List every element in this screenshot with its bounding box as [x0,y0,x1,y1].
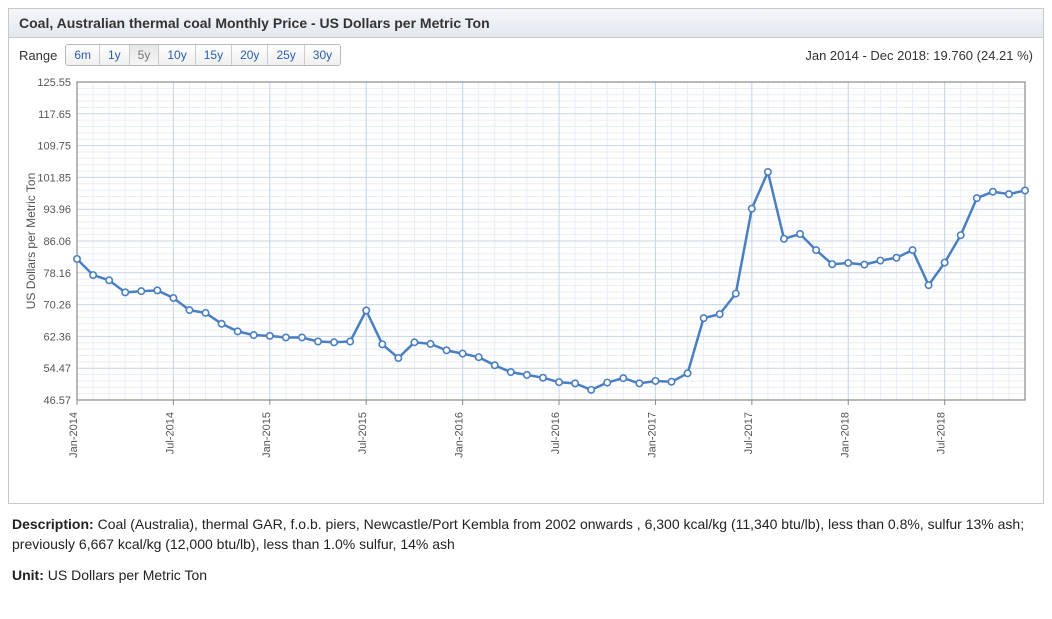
svg-text:78.16: 78.16 [43,268,71,280]
description-label: Description: [12,516,94,532]
svg-text:93.96: 93.96 [43,204,71,216]
chart-container: 46.57 54.47 62.36 70.26 78.16 86.06 93.96 101.8… [9,68,1043,503]
svg-text:Jan-2016: Jan-2016 [454,412,466,458]
description-text: Coal (Australia), thermal GAR, f.o.b. pi… [12,516,1024,552]
svg-text:Jul-2014: Jul-2014 [164,412,176,454]
svg-text:Jul-2017: Jul-2017 [743,412,755,454]
range-summary: Jan 2014 - Dec 2018: 19.760 (24.21 %) [805,48,1033,63]
svg-text:Jan-2018: Jan-2018 [839,412,851,458]
svg-text:Jul-2018: Jul-2018 [936,412,948,454]
range-toolbar: Range 6m1y5y10y15y20y25y30y Jan 2014 - D… [9,38,1043,68]
svg-text:101.85: 101.85 [37,172,71,184]
unit-paragraph: Unit: US Dollars per Metric Ton [12,565,1040,585]
description-paragraph: Description: Coal (Australia), thermal G… [12,514,1040,555]
description-block: Description: Coal (Australia), thermal G… [8,504,1044,599]
range-button-1y[interactable]: 1y [100,45,130,65]
svg-text:125.55: 125.55 [37,77,71,89]
range-button-5y: 5y [130,45,160,65]
range-button-25y[interactable]: 25y [268,45,304,65]
range-button-15y[interactable]: 15y [196,45,232,65]
unit-text: US Dollars per Metric Ton [44,567,207,583]
svg-text:Jan-2017: Jan-2017 [646,412,658,458]
svg-text:US Dollars per Metric Ton: US Dollars per Metric Ton [24,173,38,310]
svg-text:109.75: 109.75 [37,141,71,153]
panel-title: Coal, Australian thermal coal Monthly Pr… [9,9,1043,38]
svg-text:117.65: 117.65 [38,109,71,121]
svg-text:Jan-2014: Jan-2014 [68,412,80,458]
range-button-group: 6m1y5y10y15y20y25y30y [65,44,341,66]
price-panel: Coal, Australian thermal coal Monthly Pr… [8,8,1044,504]
svg-text:Jan-2015: Jan-2015 [261,412,273,458]
range-button-30y[interactable]: 30y [305,45,340,65]
range-button-20y[interactable]: 20y [232,45,268,65]
unit-label: Unit: [12,567,44,583]
svg-text:Jul-2015: Jul-2015 [357,412,369,454]
svg-text:Jul-2016: Jul-2016 [550,412,562,454]
range-button-10y[interactable]: 10y [159,45,195,65]
price-chart: 46.57 54.47 62.36 70.26 78.16 86.06 93.96 101.8… [19,70,1033,490]
range-label: Range [19,48,57,63]
svg-text:62.36: 62.36 [43,331,71,343]
svg-text:54.47: 54.47 [43,363,71,375]
svg-text:70.26: 70.26 [43,300,71,312]
svg-text:46.57: 46.57 [43,395,71,407]
range-button-6m[interactable]: 6m [66,45,100,65]
svg-text:86.06: 86.06 [43,236,71,248]
